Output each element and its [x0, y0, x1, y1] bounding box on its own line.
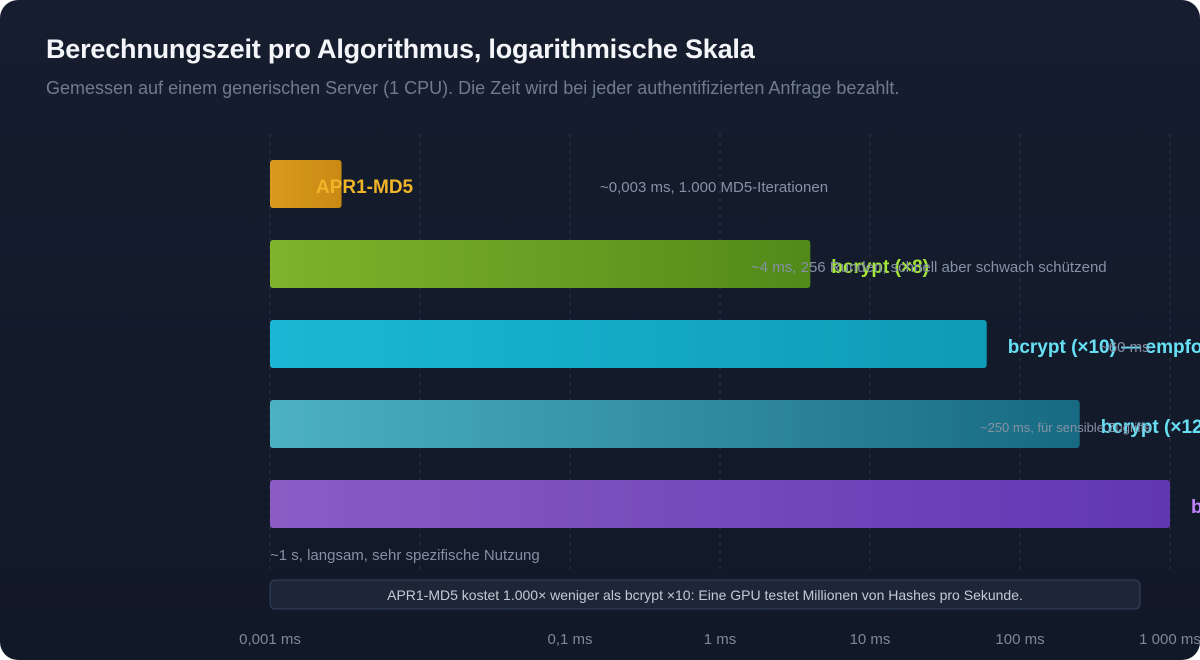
bar-label: bcrypt (×14) — [1191, 497, 1200, 518]
bar-1 — [270, 240, 811, 288]
bar-label: bcrypt (×8) — [831, 257, 929, 278]
callout-box — [269, 579, 1141, 610]
chart-title: Berechnungszeit pro Algorithmus, logarit… — [46, 34, 755, 64]
bar-3 — [270, 400, 1080, 448]
chart-subtitle: Gemessen auf einem generischen Server (1… — [46, 78, 900, 98]
x-tick-label: 1 ms — [704, 631, 737, 648]
bar-note: ~250 ms, für sensible Zugriffe — [980, 420, 1151, 435]
bar-note: ~0,003 ms, 1.000 MD5-Iterationen — [600, 179, 828, 196]
x-tick-label: 0,001 ms — [239, 631, 301, 648]
bar-note: ~60 ms — [1100, 339, 1150, 356]
x-tick-label: 10 ms — [850, 631, 891, 648]
bar-label: bcrypt (×12) — [1101, 417, 1200, 438]
bar-4 — [270, 480, 1170, 528]
bar-label: bcrypt (×10) — empfohlener Standard — [1008, 337, 1200, 358]
bar-label: APR1-MD5 — [316, 177, 414, 198]
x-tick-label: 0,1 ms — [547, 631, 592, 648]
x-tick-label: 100 ms — [995, 631, 1044, 648]
bar-note: ~1 s, langsam, sehr spezifische Nutzung — [270, 547, 540, 564]
bar-0 — [270, 160, 342, 208]
bar-note: ~4 ms, 256 Runden, schnell aber schwach … — [751, 259, 1107, 276]
callout-text: APR1-MD5 kostet 1.000× weniger als bcryp… — [387, 587, 1023, 603]
x-tick-label: 1 000 ms — [1139, 631, 1200, 648]
bar-2 — [270, 320, 987, 368]
